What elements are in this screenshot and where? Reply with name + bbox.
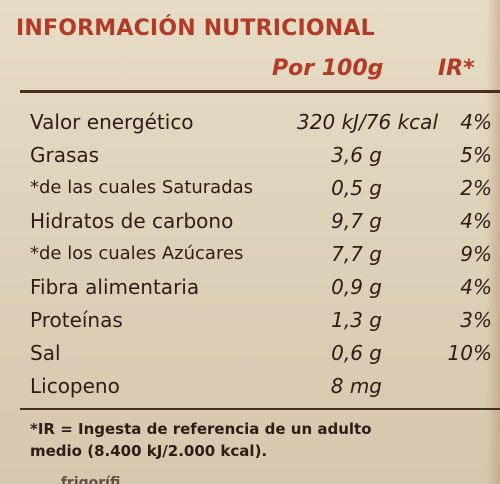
nutrient-value: 0,9 g — [331, 275, 382, 299]
package-edge-shadow — [486, 0, 500, 484]
nutrient-row: *de las cuales Saturadas 0,5 g 2% — [0, 172, 500, 204]
nutrient-ir: 4% — [460, 209, 492, 233]
nutrient-row: Valor energético 320 kJ/76 kcal 4% — [0, 106, 500, 138]
nutrient-ir: 10% — [447, 341, 492, 365]
per-100g-header: Por 100g — [272, 56, 384, 81]
nutrient-row: Licopeno 8 mg — [0, 370, 500, 402]
nutrient-label: Fibra alimentaria — [30, 275, 200, 299]
nutrient-value: 3,6 g — [331, 143, 382, 167]
top-rule — [20, 90, 500, 93]
nutrient-row: Proteínas 1,3 g 3% — [0, 304, 500, 336]
nutrient-ir: 9% — [460, 242, 492, 266]
nutrient-label: Hidratos de carbono — [30, 209, 234, 233]
nutrient-value: 320 kJ/76 kcal — [297, 110, 438, 134]
nutrient-row: Fibra alimentaria 0,9 g 4% — [0, 271, 500, 303]
label-heading: INFORMACIÓN NUTRICIONAL — [16, 16, 375, 41]
nutrient-label: Valor energético — [30, 110, 194, 134]
nutrient-row: Hidratos de carbono 9,7 g 4% — [0, 205, 500, 237]
footnote-line: *IR = Ingesta de referencia de un adulto — [30, 420, 372, 438]
nutrient-row: *de los cuales Azúcares 7,7 g 9% — [0, 238, 500, 270]
nutrient-row: Sal 0,6 g 10% — [0, 337, 500, 369]
nutrient-label: *de los cuales Azúcares — [30, 243, 244, 264]
nutrient-value: 7,7 g — [331, 242, 382, 266]
nutrient-value: 0,6 g — [331, 341, 382, 365]
nutrient-row: Grasas 3,6 g 5% — [0, 139, 500, 171]
footnote-line: medio (8.400 kJ/2.000 kcal). — [30, 442, 268, 460]
nutrient-label: Proteínas — [30, 308, 123, 332]
nutrient-ir: 5% — [460, 143, 492, 167]
nutrient-label: Grasas — [30, 143, 100, 167]
cropped-text-line: ... frigorífi — [40, 475, 121, 484]
nutrient-value: 9,7 g — [331, 209, 382, 233]
nutrient-label: Licopeno — [30, 374, 120, 398]
nutrient-label: Sal — [30, 341, 61, 365]
nutrient-value: 8 mg — [330, 374, 382, 398]
nutrient-value: 1,3 g — [331, 308, 382, 332]
nutrient-ir: 4% — [460, 275, 492, 299]
nutrient-value: 0,5 g — [331, 176, 382, 200]
nutrient-label: *de las cuales Saturadas — [30, 177, 254, 198]
bottom-rule — [20, 408, 500, 410]
nutrient-ir: 4% — [460, 110, 492, 134]
nutrient-ir: 3% — [460, 308, 492, 332]
footnote: *IR = Ingesta de referencia de un adulto… — [30, 418, 490, 462]
ir-header: IR* — [438, 56, 475, 81]
nutrient-ir: 2% — [460, 176, 492, 200]
